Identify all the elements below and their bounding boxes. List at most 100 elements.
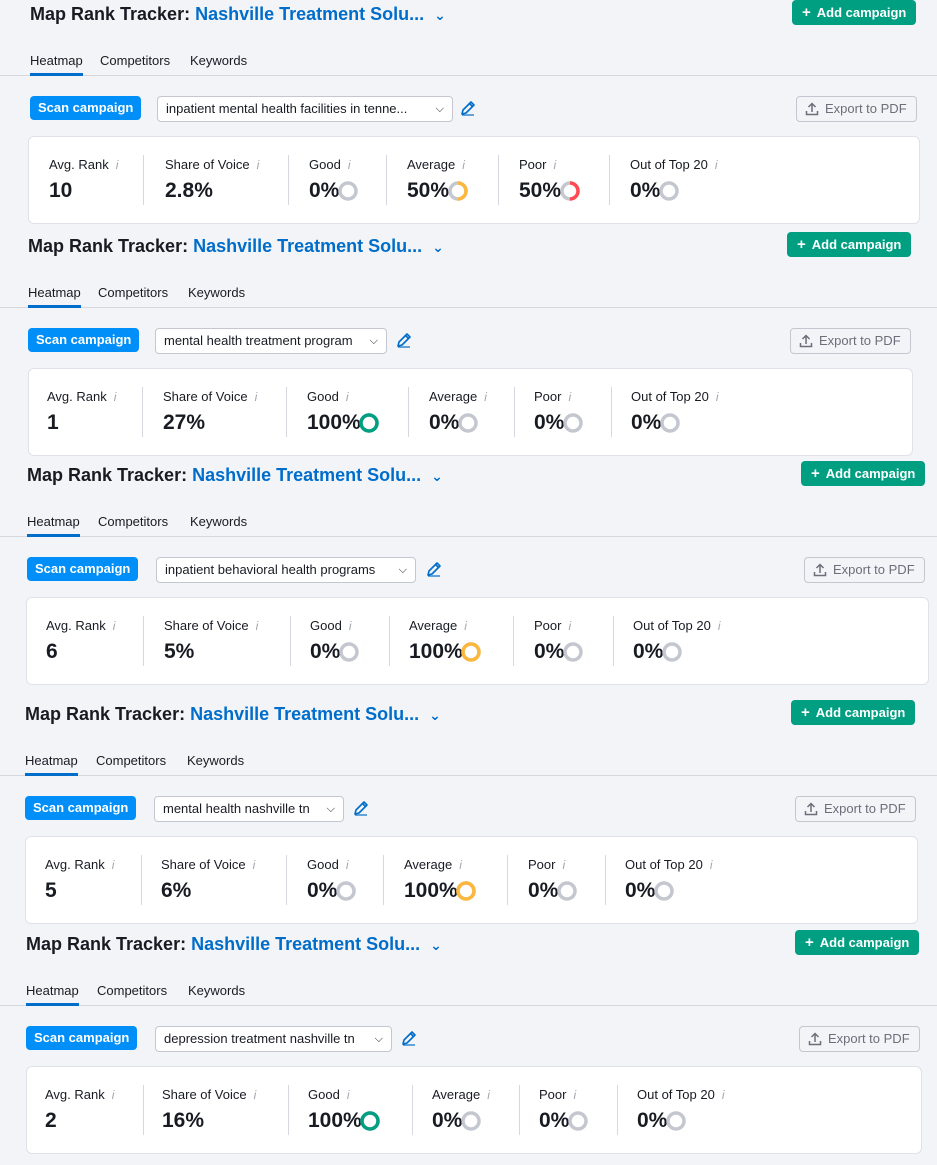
metric-label: Poor i: [528, 857, 566, 872]
info-icon[interactable]: i: [111, 858, 115, 872]
info-icon[interactable]: i: [717, 619, 721, 633]
info-icon[interactable]: i: [345, 390, 349, 404]
info-icon[interactable]: i: [348, 619, 352, 633]
pencil-icon[interactable]: [352, 799, 370, 817]
tab-competitors[interactable]: Competitors: [97, 983, 168, 998]
campaign-controls: Scan campaign depression treatment nashvi…: [0, 1026, 937, 1054]
tab-keywords[interactable]: Keywords: [190, 514, 248, 529]
tab-competitors[interactable]: Competitors: [100, 53, 171, 68]
tab-competitors[interactable]: Competitors: [98, 514, 169, 529]
add-campaign-button[interactable]: + Add campaign: [791, 700, 916, 725]
project-selector[interactable]: Nashville Treatment Solu... ⌄: [193, 236, 444, 256]
chevron-down-icon: ⌵: [374, 1033, 383, 1045]
plus-icon: +: [805, 934, 814, 951]
tab-heatmap[interactable]: Heatmap: [26, 983, 79, 1006]
info-icon[interactable]: i: [113, 390, 117, 404]
info-icon[interactable]: i: [715, 390, 719, 404]
tab-heatmap[interactable]: Heatmap: [25, 753, 78, 776]
info-icon[interactable]: i: [252, 858, 256, 872]
export-pdf-button[interactable]: Export to PDF: [799, 1026, 920, 1052]
info-icon[interactable]: i: [714, 158, 718, 172]
metric-divider: [498, 155, 499, 205]
metric-label: Good i: [309, 157, 351, 172]
info-icon[interactable]: i: [553, 158, 557, 172]
export-pdf-button[interactable]: Export to PDF: [796, 96, 917, 122]
scan-campaign-button[interactable]: Scan campaign: [26, 1026, 138, 1050]
add-campaign-button[interactable]: + Add campaign: [795, 930, 920, 955]
project-selector[interactable]: Nashville Treatment Solu... ⌄: [190, 704, 441, 724]
add-campaign-button[interactable]: + Add campaign: [787, 232, 912, 257]
plus-icon: +: [811, 465, 820, 482]
campaign-header: Map Rank Tracker: Nashville Treatment So…: [0, 232, 937, 264]
pencil-icon[interactable]: [400, 1029, 418, 1047]
tab-bar: Heatmap Competitors Keywords: [0, 983, 937, 1006]
tab-heatmap[interactable]: Heatmap: [27, 514, 80, 537]
info-icon[interactable]: i: [568, 619, 572, 633]
donut-ring-icon: [568, 1111, 588, 1131]
tab-keywords[interactable]: Keywords: [187, 753, 245, 768]
metric-value: 0%: [310, 640, 341, 663]
keyword-value: depression treatment nashville tn: [164, 1031, 355, 1046]
add-campaign-button[interactable]: + Add campaign: [801, 461, 926, 486]
info-icon[interactable]: i: [253, 1088, 257, 1102]
export-pdf-button[interactable]: Export to PDF: [795, 796, 916, 822]
keyword-select[interactable]: inpatient mental health facilities in te…: [157, 96, 453, 122]
tab-competitors[interactable]: Competitors: [96, 753, 167, 768]
keyword-select[interactable]: depression treatment nashville tn ⌵: [155, 1026, 392, 1052]
pencil-icon[interactable]: [459, 99, 477, 117]
project-name: Nashville Treatment Solu...: [195, 4, 425, 24]
info-icon[interactable]: i: [562, 858, 566, 872]
info-icon[interactable]: i: [487, 1088, 490, 1102]
info-icon[interactable]: i: [115, 158, 119, 172]
keyword-select[interactable]: mental health nashville tn ⌵: [154, 796, 344, 822]
project-selector[interactable]: Nashville Treatment Solu... ⌄: [191, 934, 442, 954]
info-icon[interactable]: i: [255, 619, 259, 633]
info-icon[interactable]: i: [709, 858, 713, 872]
add-campaign-label: Add campaign: [811, 237, 902, 252]
metric-divider: [286, 855, 287, 905]
info-icon[interactable]: i: [346, 1088, 350, 1102]
export-pdf-button[interactable]: Export to PDF: [790, 328, 911, 354]
add-campaign-button[interactable]: + Add campaign: [792, 0, 917, 25]
info-icon[interactable]: i: [459, 858, 462, 872]
tab-bar: Heatmap Competitors Keywords: [0, 753, 937, 776]
info-icon[interactable]: i: [568, 390, 572, 404]
info-icon[interactable]: i: [111, 1088, 115, 1102]
info-icon[interactable]: i: [345, 858, 349, 872]
pencil-icon[interactable]: [425, 560, 443, 578]
keyword-select[interactable]: inpatient behavioral health programs ⌵: [156, 557, 416, 583]
info-icon[interactable]: i: [462, 158, 465, 172]
info-icon[interactable]: i: [112, 619, 116, 633]
tab-heatmap[interactable]: Heatmap: [30, 53, 83, 76]
plus-icon: +: [801, 704, 810, 721]
info-icon[interactable]: i: [464, 619, 467, 633]
scan-campaign-button[interactable]: Scan campaign: [30, 96, 142, 120]
metric-divider: [617, 1085, 618, 1135]
metric-value: 27%: [163, 411, 206, 434]
export-label: Export to PDF: [824, 801, 906, 816]
tab-keywords[interactable]: Keywords: [188, 285, 246, 300]
pencil-icon[interactable]: [395, 331, 413, 349]
tab-competitors[interactable]: Competitors: [98, 285, 169, 300]
project-selector[interactable]: Nashville Treatment Solu... ⌄: [195, 4, 446, 24]
scan-campaign-button[interactable]: Scan campaign: [28, 328, 140, 352]
metric-value: 5: [45, 879, 57, 902]
keyword-value: inpatient behavioral health programs: [165, 562, 376, 577]
metrics-card: Avg. Rank i 6 Share of Voice i 5% Good i 0% Avera…: [26, 597, 929, 685]
keyword-select[interactable]: mental health treatment program ⌵: [155, 328, 387, 354]
scan-campaign-button[interactable]: Scan campaign: [25, 796, 137, 820]
info-icon[interactable]: i: [347, 158, 351, 172]
info-icon[interactable]: i: [254, 390, 258, 404]
info-icon[interactable]: i: [484, 390, 487, 404]
tab-bar: Heatmap Competitors Keywords: [0, 53, 937, 76]
campaign-controls: Scan campaign mental health nashville tn ⌵…: [0, 796, 937, 824]
tab-keywords[interactable]: Keywords: [188, 983, 246, 998]
scan-campaign-button[interactable]: Scan campaign: [27, 557, 139, 581]
info-icon[interactable]: i: [256, 158, 260, 172]
export-pdf-button[interactable]: Export to PDF: [804, 557, 925, 583]
info-icon[interactable]: i: [721, 1088, 725, 1102]
tab-heatmap[interactable]: Heatmap: [28, 285, 81, 308]
info-icon[interactable]: i: [573, 1088, 577, 1102]
tab-keywords[interactable]: Keywords: [190, 53, 248, 68]
project-selector[interactable]: Nashville Treatment Solu... ⌄: [192, 465, 443, 485]
